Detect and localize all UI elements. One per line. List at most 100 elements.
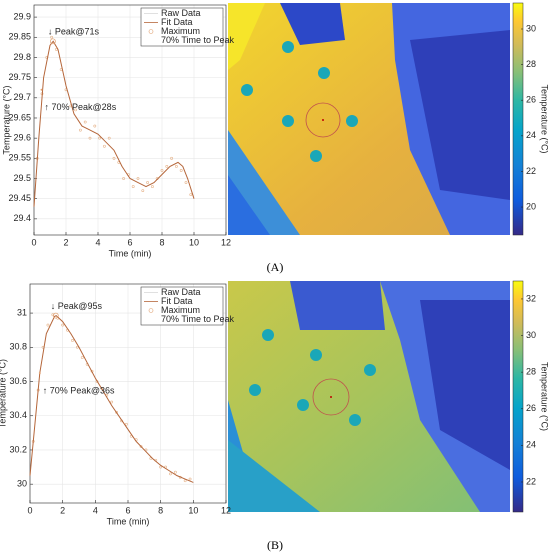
y-axis-label: Temperature (°C) xyxy=(1,85,11,154)
time-to-peak-marker xyxy=(40,88,43,91)
raw-point xyxy=(173,470,177,474)
raw-point xyxy=(79,128,82,132)
legend-swatch xyxy=(148,29,154,34)
raw-point xyxy=(179,169,183,172)
raw-point xyxy=(139,445,143,448)
annotation: ↓ Peak@95s xyxy=(51,301,103,311)
raw-point xyxy=(80,356,84,359)
x-tick-label: 4 xyxy=(93,505,98,515)
fit-line xyxy=(33,40,195,207)
legend-label: Maximum xyxy=(161,305,200,315)
legend-label: Raw Data xyxy=(161,287,201,297)
x-axis-label: Time (min) xyxy=(107,516,150,526)
y-tick-label: 29.9 xyxy=(13,11,31,21)
raw-point xyxy=(74,108,78,112)
colorbar-tick-label: 30 xyxy=(526,23,536,33)
y-tick-label: 29.55 xyxy=(8,153,31,163)
raw-point xyxy=(83,120,87,124)
legend-label: 70% Time to Peak xyxy=(161,35,235,45)
raw-point xyxy=(112,156,116,160)
y-tick-label: 30.6 xyxy=(9,376,27,386)
raw-point xyxy=(131,185,135,188)
x-tick-label: 4 xyxy=(95,237,100,247)
colorbar-tick-label: 24 xyxy=(526,440,536,450)
x-axis-label: Time (min) xyxy=(109,248,152,258)
x-tick-label: 12 xyxy=(221,237,231,247)
raw-point xyxy=(160,169,164,172)
raw-point xyxy=(170,156,174,160)
colorbar xyxy=(512,2,524,236)
legend-label: 70% Time to Peak xyxy=(161,314,235,324)
legend-box xyxy=(140,7,224,47)
legend-label: Fit Data xyxy=(161,296,193,306)
colorbar-tick-label: 28 xyxy=(526,59,536,69)
raw-point xyxy=(61,323,65,327)
raw-point xyxy=(122,177,126,180)
raw-point xyxy=(150,185,154,188)
raw-point xyxy=(159,465,163,469)
y-tick-label: 29.65 xyxy=(8,112,31,122)
raw-point xyxy=(184,181,188,184)
raw-point xyxy=(188,477,192,481)
raw-point xyxy=(46,323,50,327)
raw-point xyxy=(88,136,92,140)
colorbar-tick-label: 28 xyxy=(526,367,536,377)
raw-point xyxy=(124,422,128,426)
y-tick-label: 29.75 xyxy=(8,72,31,82)
raw-point xyxy=(71,339,74,342)
raw-point xyxy=(50,35,54,39)
axes-box xyxy=(33,4,227,236)
y-tick-label: 29.6 xyxy=(13,133,31,143)
raw-point xyxy=(93,124,97,128)
y-tick-label: 29.45 xyxy=(8,193,31,203)
y-tick-label: 29.7 xyxy=(13,92,31,102)
y-tick-label: 31 xyxy=(17,307,27,317)
colorbar-tick-label: 26 xyxy=(526,95,536,105)
x-tick-label: 12 xyxy=(221,505,231,515)
y-axis-label: Temperature (°C) xyxy=(0,359,7,428)
raw-point xyxy=(174,165,178,168)
colorbar-tick-label: 24 xyxy=(526,130,536,140)
y-tick-label: 30.2 xyxy=(9,444,27,454)
thermal-image xyxy=(228,3,510,235)
y-tick-label: 29.85 xyxy=(8,32,31,42)
x-tick-label: 6 xyxy=(127,237,132,247)
legend-label: Raw Data xyxy=(161,8,201,18)
x-tick-label: 10 xyxy=(189,237,199,247)
legend-swatch xyxy=(148,308,154,313)
axes-box xyxy=(29,283,227,504)
raw-point xyxy=(110,400,114,404)
maximum-marker xyxy=(50,38,56,45)
colorbar xyxy=(512,280,524,513)
raw-point xyxy=(146,181,150,184)
legend-box xyxy=(140,286,224,326)
fit-line xyxy=(29,315,194,483)
raw-point xyxy=(136,177,140,180)
y-tick-label: 30 xyxy=(17,479,27,489)
panel-label: (A) xyxy=(267,260,284,274)
x-tick-label: 2 xyxy=(60,505,65,515)
annotation: ↓ Peak@71s xyxy=(48,27,100,37)
maximum-marker xyxy=(52,312,59,319)
y-tick-label: 30.4 xyxy=(9,410,27,420)
raw-point xyxy=(51,313,55,317)
raw-point xyxy=(107,136,111,140)
x-tick-label: 6 xyxy=(125,505,130,515)
x-tick-label: 2 xyxy=(63,237,68,247)
thermal-image xyxy=(228,281,510,512)
raw-point xyxy=(183,479,187,483)
colorbar-tick-label: 30 xyxy=(526,330,536,340)
colorbar-label: Temperature (°C) xyxy=(540,362,550,431)
legend-label: Maximum xyxy=(161,26,200,36)
raw-point xyxy=(98,136,102,140)
colorbar-tick-label: 32 xyxy=(526,293,536,303)
x-tick-label: 10 xyxy=(188,505,198,515)
raw-point xyxy=(189,193,193,197)
y-tick-label: 29.5 xyxy=(13,173,31,183)
panel-label: (B) xyxy=(267,538,283,552)
x-tick-label: 8 xyxy=(159,237,164,247)
colorbar-label: Temperature (°C) xyxy=(540,84,550,153)
raw-point xyxy=(169,472,172,476)
y-tick-label: 30.8 xyxy=(9,342,27,352)
